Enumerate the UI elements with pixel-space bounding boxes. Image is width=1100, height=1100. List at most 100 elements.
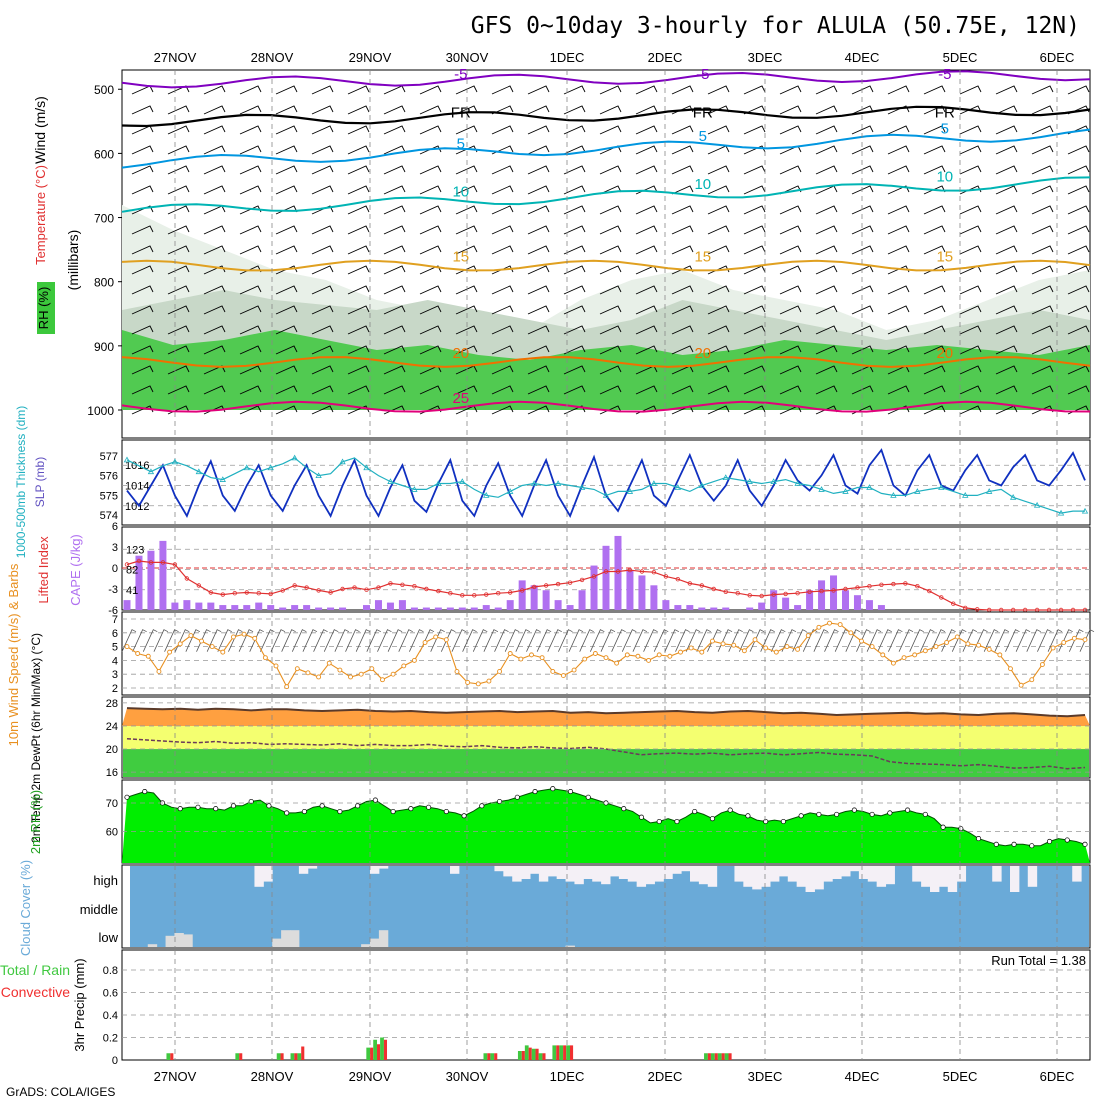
temp-contour-label-5: 5 [941,121,949,138]
wind-barb [599,165,622,175]
low-cloud-bar [165,935,175,947]
rh2m-point [408,806,414,812]
wind-barb [347,285,370,295]
cape-bar [183,600,191,610]
cape-bar [422,607,430,610]
precip-conv-bar [170,1053,174,1060]
date-bottom-27NOV: 27NOV [154,1069,197,1084]
high-cloud-gap [743,866,753,887]
high-cloud-gap [601,866,611,885]
high-cloud-gap [734,866,744,882]
slp-thickness-panel: 574 575 576 577 1012 1014 1016 1000-500mb Thick… [14,406,1091,558]
li-point [927,588,932,594]
high-cloud-gap [547,866,558,877]
wind10m-point [443,637,449,643]
wind-barb [239,365,262,375]
wind10m-barb [856,629,871,652]
rh2m-point [567,789,574,795]
wind-barb [527,345,550,355]
rh-tick-70: 70 [106,798,118,810]
wind-barb [599,185,622,195]
precip-panel-frame [121,949,1091,1061]
upper-air-ylabels: Wind (m/s)Temperature (°C) RH (%) (milliba… [32,96,81,334]
li-point [603,569,609,574]
wind10m-point [486,678,492,684]
wind-barb [959,405,982,415]
li-point [963,605,968,611]
wind-barb [1031,145,1054,155]
cape-bar [554,600,562,610]
wind10m-point [411,657,417,663]
wind-barb [887,85,910,95]
cape-bar [231,605,239,610]
wind-barb [167,385,190,395]
wind-barb [167,305,190,315]
wind-barb [923,365,946,375]
wind-barb [671,245,694,255]
wind-barb [851,125,874,135]
rh2m-point [1029,843,1035,849]
wind10m-point [646,657,652,663]
wind-barb [635,205,658,215]
wind-barb [491,265,514,275]
rh2m-point [266,803,272,809]
li-point [388,581,393,586]
temp-contour-label-5: 5 [699,128,707,145]
wind-barb [491,125,514,135]
cape-bar [602,545,610,610]
wind-barb [419,165,442,175]
high-cloud-gap [770,866,780,882]
wind-barb [995,345,1018,355]
wind-barb [347,205,370,215]
li-point [903,581,908,586]
wind-barb [815,145,838,155]
wind-barb [383,185,406,195]
wind-barb [959,225,982,235]
wind-barb [203,165,226,175]
thickness-point [770,478,777,484]
wind10m-point [475,681,481,687]
wind-barb [635,165,658,175]
high-cloud-gap [618,866,629,879]
wind10m-barb [685,629,701,652]
wind-barb [1031,85,1054,95]
wind-barb [1031,185,1054,195]
wind-barb [779,385,802,395]
wind-barbs [131,85,1090,415]
wind-barb [959,285,982,295]
wind10m-barb [632,629,648,652]
cape-bar [363,605,370,610]
wind10m-point [944,640,950,645]
legend-convective: Convective [1,984,70,1000]
wind-barb [707,165,730,175]
wind-barb [599,405,622,415]
rh2m-point [372,797,378,803]
high-cloud-gap [378,866,389,869]
high-cloud-gap [654,866,664,882]
wind-barb [203,245,226,255]
wind10m-barb [536,629,552,652]
date-top-29NOV: 29NOV [349,50,392,65]
wind-barb [1031,305,1054,315]
precip-conv-bar [728,1053,732,1060]
wind10m-barb [643,629,658,652]
temp-contour-25 [121,400,1091,413]
wind-barb [383,285,406,295]
high-cloud-gap [867,866,878,882]
wind-barb [1067,225,1090,235]
thickness-point [866,484,873,490]
thickness-point [195,468,203,475]
wind-tick-7: 7 [112,614,118,626]
wind-barb [671,85,694,95]
temp-tick-28: 28 [106,698,118,710]
wind-barb [923,205,946,215]
li-point [400,582,405,587]
wind-barb [779,245,802,255]
wind10m-barb [334,629,350,652]
wind10m-point [667,653,673,659]
wind10m-barb [579,629,594,652]
wind-barb [167,345,190,355]
ylabel-rh: RH (%) [36,287,51,330]
precip-total-bar [380,1037,384,1060]
li-point [543,583,549,588]
